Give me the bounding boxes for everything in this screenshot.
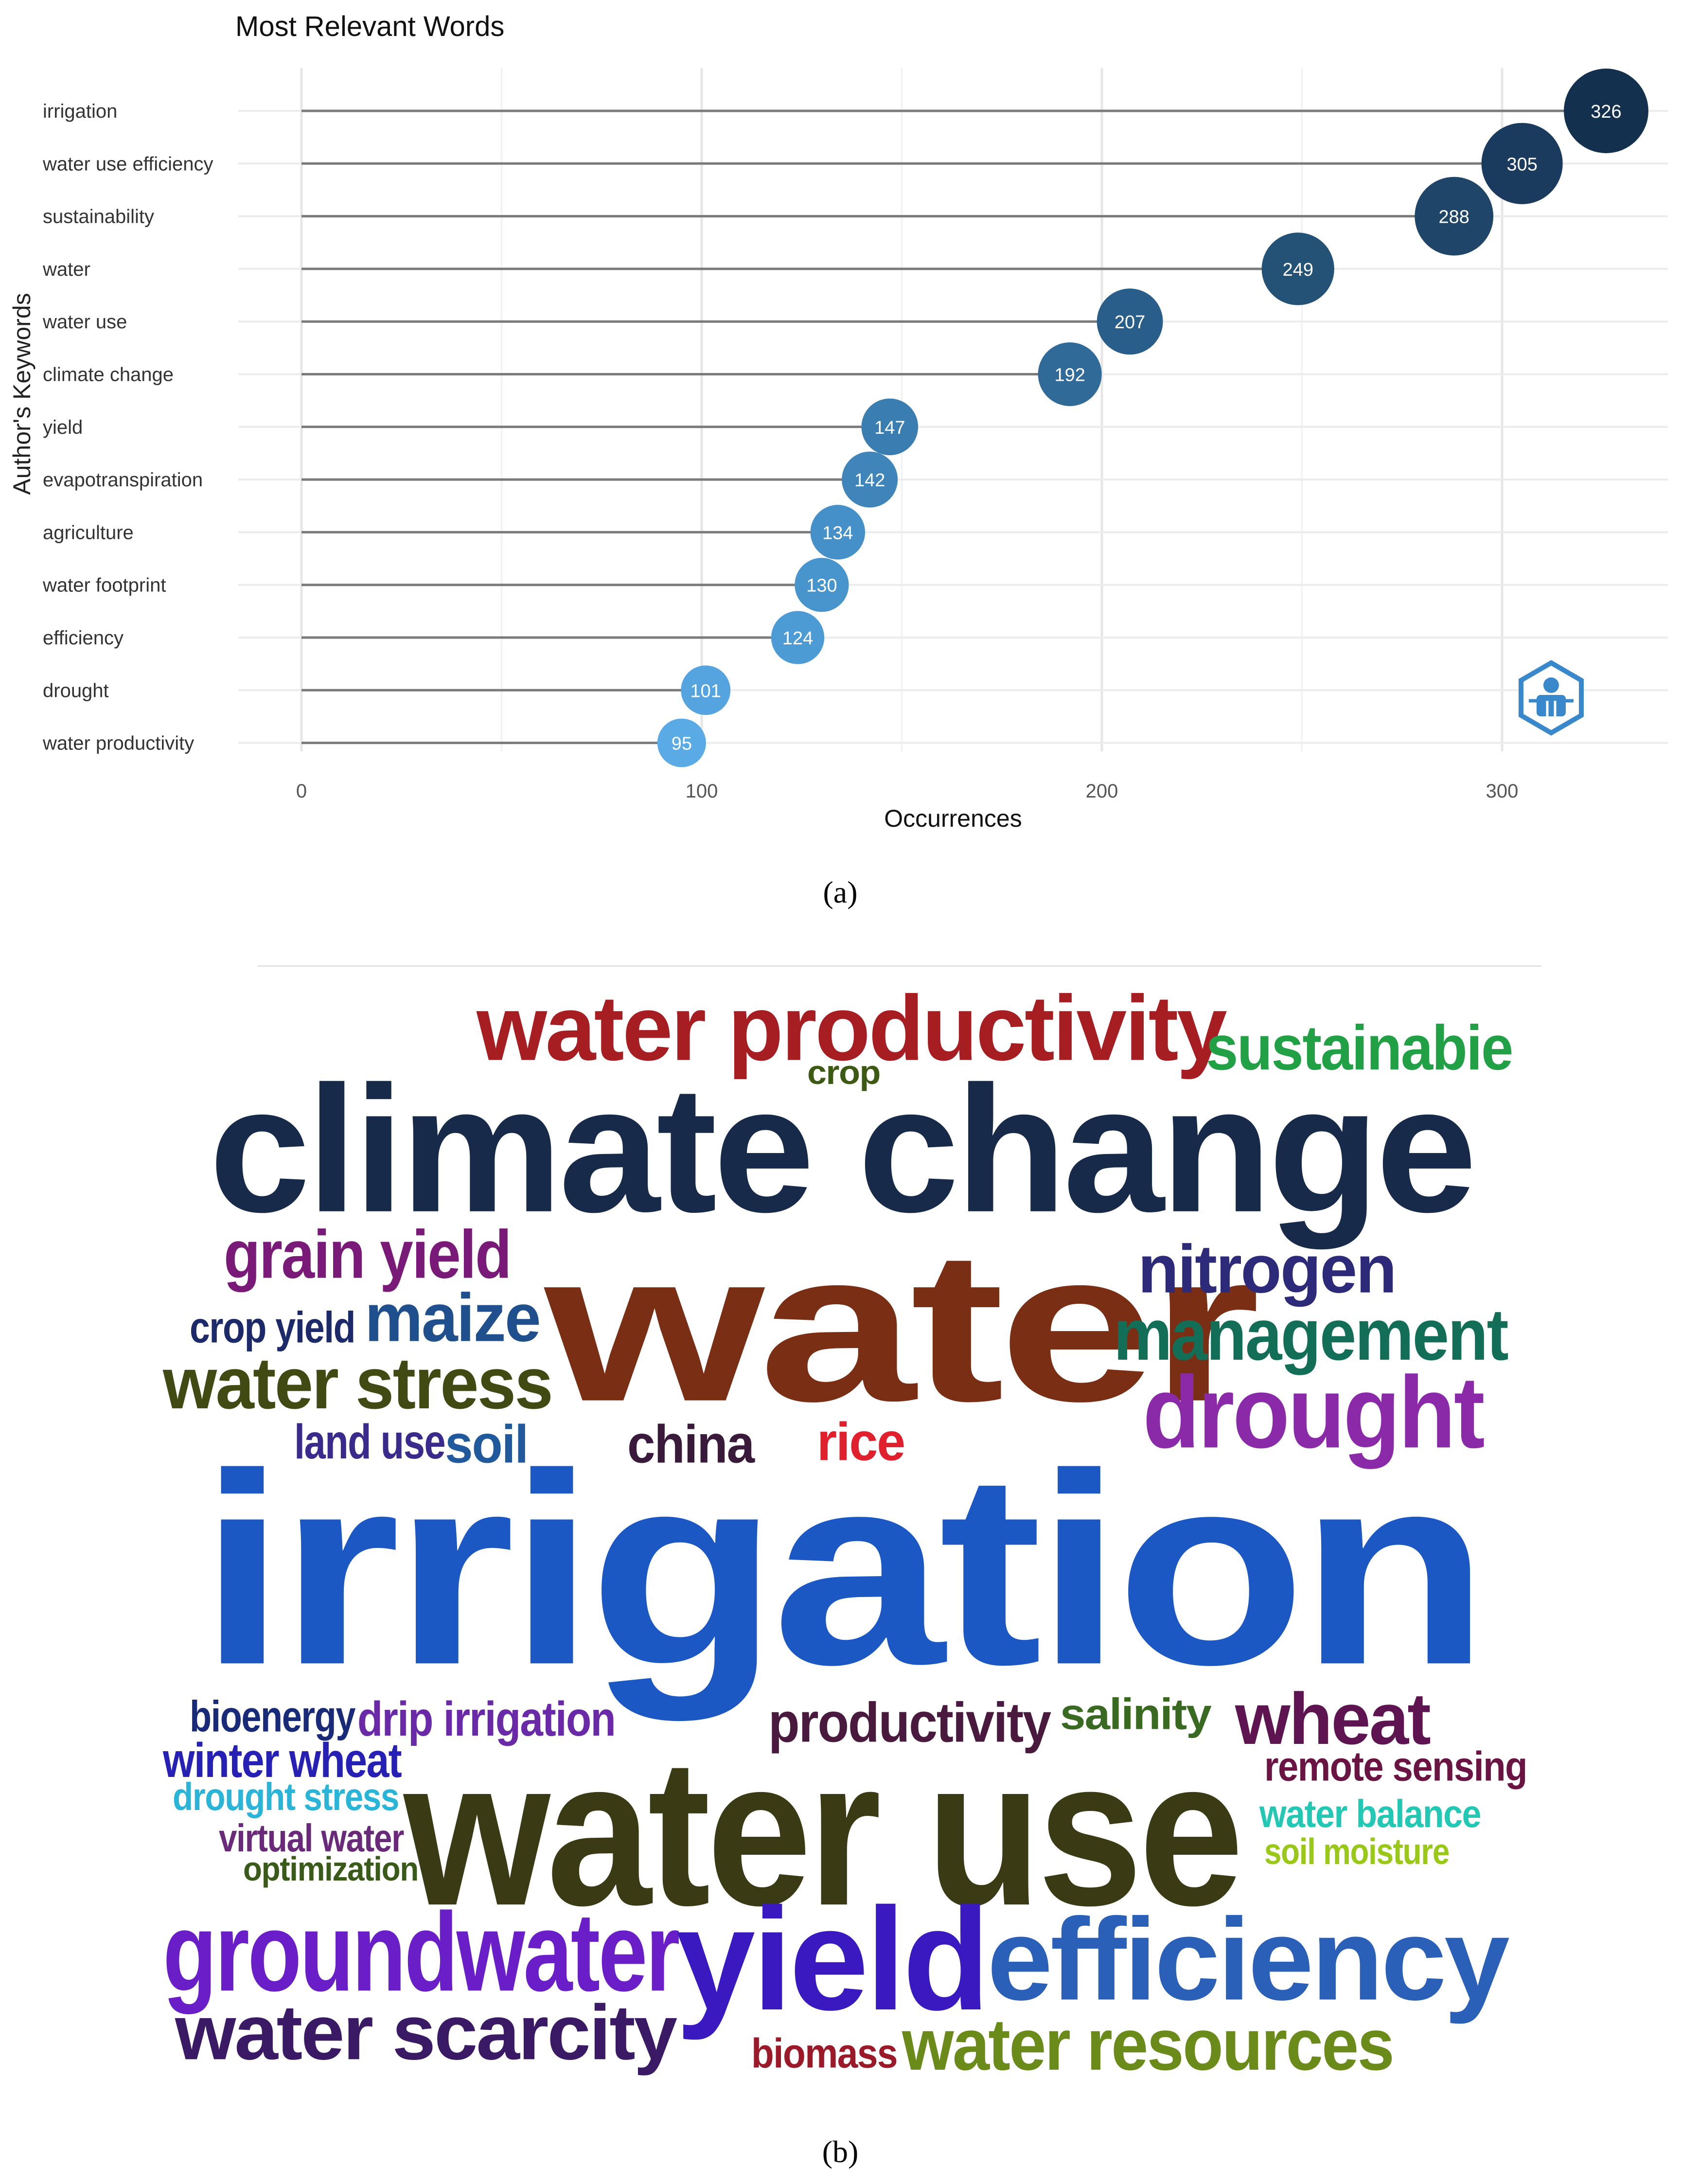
category-label: agriculture [43,522,134,543]
lollipop-point [1038,342,1102,407]
bibliometrix-hexagon-icon [1519,660,1584,736]
data-label: 101 [690,681,721,701]
word-cloud-term: water productivity [477,977,1227,1081]
x-tick-label: 100 [686,781,718,802]
word-cloud-term: water [545,1207,1260,1448]
data-label: 130 [806,576,837,596]
chart-title: Most Relevant Words [235,11,504,42]
y-axis-label: Author's Keywords [8,293,35,495]
lollipop-point [810,505,866,560]
data-label: 134 [822,523,853,543]
word-cloud-term: climate change [209,1049,1477,1251]
data-label: 249 [1283,260,1313,280]
category-label: sustainability [43,206,154,228]
lollipop-point [1415,177,1494,256]
word-cloud-term: water use [404,1716,1244,1951]
word-cloud-term: crop [807,1053,881,1092]
word-cloud-term: water resources [902,2004,1395,2086]
lollipop-point [771,611,825,664]
word-cloud-term: biomass [751,2030,898,2077]
category-label: efficiency [43,627,124,649]
word-cloud-term: virtual water [219,1816,404,1860]
word-cloud-term: soil moisture [1264,1831,1450,1872]
word-cloud-term: yield [676,1878,990,2042]
category-label: water productivity [42,733,194,754]
word-cloud-term: rice [817,1412,905,1472]
category-label: evapotranspiration [43,469,203,491]
lollipop-points: 326 305 288 249 207 192 147 142 134 130 124 101 95 [657,69,1648,767]
word-cloud-term: productivity [768,1691,1051,1754]
word-cloud: water productivity sustainabie crop climate… [146,948,1532,2091]
category-label: water [42,259,90,280]
data-label: 142 [854,470,885,491]
x-tick-labels: 0 100 200 300 [296,781,1519,802]
word-cloud-term: maize [365,1279,541,1356]
word-cloud-term: winter wheat [163,1733,402,1788]
data-label: 326 [1591,102,1621,122]
data-label: 207 [1115,312,1145,333]
lollipop-point [1261,232,1334,305]
word-cloud-term: sustainabie [1206,1012,1513,1083]
word-cloud-term: efficiency [987,1894,1510,2025]
data-label: 305 [1506,154,1537,175]
lollipop-point [861,398,919,456]
grid [238,68,1668,751]
category-label: water footprint [42,575,166,596]
word-cloud-term: water stress [163,1343,553,1424]
x-tick-label: 200 [1086,781,1118,802]
word-cloud-term: grain yield [224,1216,512,1293]
lollipop-point [842,451,898,508]
category-labels: irrigation water use efficiency sustainabi… [42,101,213,754]
word-cloud-term: groundwater [163,1890,680,2015]
word-cloud-term: optimization [243,1849,419,1888]
panel-label-b: (b) [822,2134,859,2169]
data-label: 192 [1054,365,1085,386]
data-label: 95 [672,734,692,754]
category-label: climate change [43,364,174,386]
word-cloud-term: drip irrigation [357,1692,616,1746]
divider-line [258,965,1541,967]
x-tick-label: 300 [1486,781,1519,802]
word-cloud-term: soil [445,1414,529,1474]
data-label: 288 [1439,207,1469,228]
word-cloud-term: china [627,1414,755,1474]
word-cloud-term: remote sensing [1264,1743,1528,1790]
category-label: water use efficiency [42,153,213,175]
data-label: 124 [782,628,813,649]
word-cloud-term: wheat [1235,1678,1431,1760]
word-cloud-term: bioenergy [190,1692,355,1741]
lollipop-point [795,558,849,612]
lollipop-point [657,718,706,767]
word-cloud-term: water scarcity [175,1989,677,2077]
word-cloud-term: irrigation [199,1418,1489,1723]
word-cloud-term: management [1114,1294,1509,1376]
lollipop-stems [301,109,1606,745]
word-cloud-term: crop yield [190,1303,356,1352]
word-cloud-term: drought stress [173,1775,399,1819]
word-cloud-term: drought [1143,1355,1485,1470]
x-axis-label: Occurrences [884,805,1022,832]
lollipop-point [1481,123,1563,204]
word-cloud-term: salinity [1060,1689,1212,1739]
word-cloud-term: land use [294,1415,446,1469]
lollipop-point [681,665,731,715]
lollipop-point [1097,288,1163,355]
lollipop-point [1564,69,1648,153]
category-label: irrigation [43,101,117,122]
word-cloud-term: nitrogen [1138,1231,1397,1308]
panel-label-a: (a) [823,875,858,909]
category-label: water use [42,311,127,333]
word-cloud-term: water balance [1259,1792,1481,1836]
lollipop-chart: 326 305 288 249 207 192 147 142 134 130 124 101 95 i… [8,11,1668,832]
x-tick-label: 0 [296,781,307,802]
data-label: 147 [874,418,905,438]
category-label: yield [43,417,83,438]
category-label: drought [43,680,109,701]
